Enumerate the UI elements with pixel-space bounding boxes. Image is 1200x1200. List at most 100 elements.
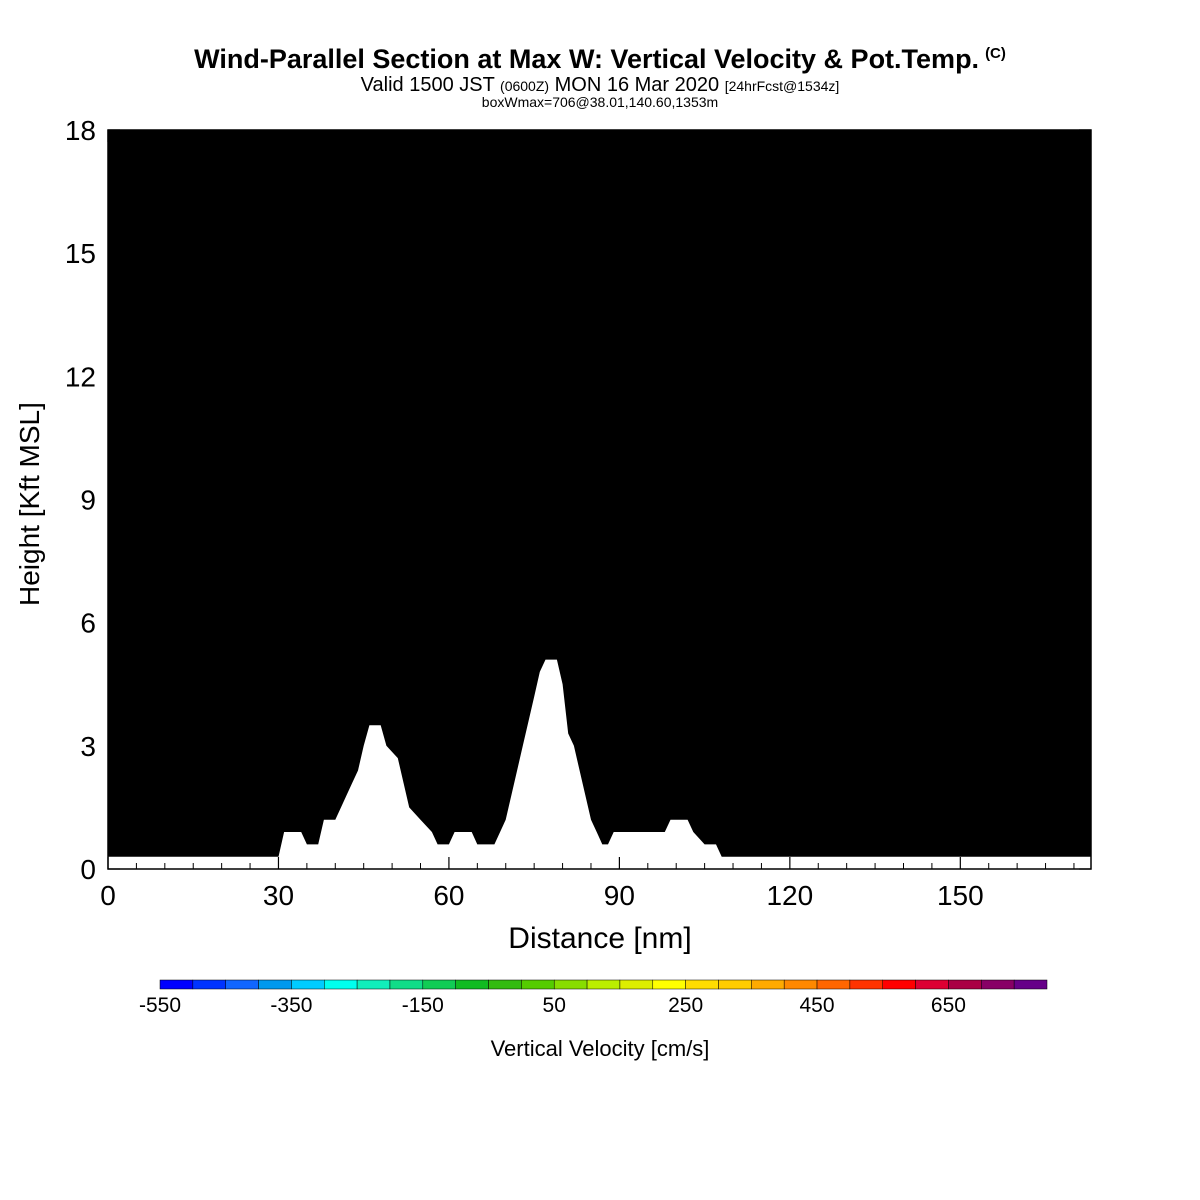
theta-label: 5 bbox=[584, 604, 588, 610]
colorbar-swatch bbox=[422, 979, 456, 990]
theta-label: 12 bbox=[514, 411, 521, 417]
colorbar-label: Vertical Velocity [cm/s] bbox=[0, 1036, 1200, 1062]
box-info: boxWmax=706@38.01,140.60,1353m bbox=[0, 94, 1200, 110]
colorbar-swatch bbox=[225, 979, 259, 990]
colorbar-swatch bbox=[291, 979, 325, 990]
theta-label: 18 bbox=[519, 251, 526, 257]
y-tick-label: 3 bbox=[80, 731, 96, 762]
y-tick-label: 0 bbox=[80, 854, 96, 885]
theta-label: 15 bbox=[525, 354, 532, 360]
theta-contour-line bbox=[108, 388, 1091, 535]
colorbar: -550 -350 -150 50 250 450 650 bbox=[139, 979, 1048, 1017]
theta-label: 7 bbox=[555, 604, 559, 610]
y-tick-label: 9 bbox=[80, 485, 96, 516]
colorbar-swatch bbox=[981, 979, 1015, 990]
theta-contour-line bbox=[108, 361, 1091, 522]
chart-title: Wind-Parallel Section at Max W: Vertical… bbox=[0, 44, 1200, 75]
colorbar-swatch bbox=[882, 979, 916, 990]
theta-label: 7 bbox=[328, 588, 332, 594]
theta-label: 10 bbox=[650, 387, 657, 393]
x-tick-label: 150 bbox=[937, 880, 984, 911]
theta-label: 10 bbox=[866, 580, 873, 586]
forecast-info: [24hrFcst@1534z] bbox=[725, 78, 840, 94]
theta-labels: 18 17 16 15 8 7 16 14 13 10 4 19 18 15 12 14 18 8 14 10 12 3 7… bbox=[192, 165, 897, 721]
theta-contour-line bbox=[108, 655, 1091, 792]
theta-label: 14 bbox=[815, 309, 822, 315]
theta-contour-line bbox=[108, 596, 1091, 731]
x-tick-label: 60 bbox=[433, 880, 464, 911]
y-tick-label: 18 bbox=[65, 115, 96, 146]
colorbar-tick-label: 50 bbox=[543, 994, 566, 1017]
theta-label: 15 bbox=[849, 181, 856, 187]
theta-label: 10 bbox=[400, 432, 407, 438]
colorbar-swatch bbox=[652, 979, 686, 990]
theta-label: 16 bbox=[377, 231, 384, 237]
colorbar-swatch bbox=[816, 979, 851, 990]
colorbar-tick-label: -150 bbox=[402, 994, 444, 1017]
colorbar-tick-label: 450 bbox=[800, 994, 835, 1017]
x-tick-label: 120 bbox=[766, 880, 813, 911]
theta-label: 14 bbox=[571, 313, 578, 319]
theta-contour-line bbox=[108, 659, 1091, 849]
theta-label: 18 bbox=[582, 165, 589, 171]
theta-contour-line bbox=[108, 287, 1091, 470]
colorbar-swatch bbox=[586, 979, 621, 990]
theta-label: 14 bbox=[389, 300, 396, 306]
theta-label: 13 bbox=[400, 313, 407, 319]
colorbar-swatch bbox=[915, 979, 949, 990]
theta-contour-line bbox=[108, 228, 1091, 382]
theta-label: 8 bbox=[192, 498, 196, 504]
theta-contour-line bbox=[108, 331, 1091, 504]
theta-label: 14 bbox=[650, 280, 657, 286]
y-tick-label: 15 bbox=[65, 238, 96, 269]
velocity-field bbox=[108, 130, 1091, 869]
theta-label: 6 bbox=[868, 715, 872, 721]
colorbar-swatch bbox=[685, 979, 719, 990]
colorbar-swatch bbox=[718, 979, 752, 990]
theta-label: 17 bbox=[286, 239, 293, 245]
theta-contour-line bbox=[108, 565, 1091, 709]
theta-contours bbox=[108, 130, 1091, 849]
theta-contour-line bbox=[108, 626, 1091, 753]
theta-contour-line bbox=[108, 454, 1091, 647]
colorbar-swatch bbox=[258, 979, 292, 990]
theta-label: 16 bbox=[252, 284, 259, 290]
x-tick-label: 0 bbox=[100, 880, 116, 911]
terrain bbox=[108, 659, 1091, 869]
theta-label: 19 bbox=[508, 169, 515, 175]
y-tick-label: 6 bbox=[80, 608, 96, 639]
colorbar-swatch bbox=[521, 979, 555, 990]
valid-time-line: Valid 1500 JST (0600Z) MON 16 Mar 2020 [… bbox=[0, 74, 1200, 97]
colorbar-swatch bbox=[783, 979, 818, 990]
theta-label: 8 bbox=[595, 444, 599, 450]
colorbar-swatch bbox=[553, 979, 588, 990]
theta-contour-line bbox=[108, 537, 1091, 697]
theta-label: 12 bbox=[889, 506, 896, 512]
terrain-profile bbox=[108, 659, 1091, 869]
colorbar-swatch bbox=[1013, 979, 1048, 990]
theta-contour-line bbox=[108, 401, 1091, 560]
colorbar-swatch bbox=[948, 979, 982, 990]
colorbar-swatch bbox=[751, 979, 785, 990]
valid-utc: (0600Z) bbox=[500, 78, 549, 94]
theta-contour-line bbox=[108, 498, 1091, 679]
theta-contour-line bbox=[108, 130, 1091, 290]
theta-label: 4 bbox=[396, 608, 400, 614]
colorbar-tick-label: -350 bbox=[270, 994, 312, 1017]
colorbar-tick-label: -550 bbox=[139, 994, 181, 1017]
copyright-mark: (C) bbox=[985, 45, 1006, 62]
colorbar-swatch bbox=[455, 979, 489, 990]
colorbar-tick-label: 650 bbox=[931, 994, 966, 1017]
y-tick-label: 12 bbox=[65, 361, 96, 392]
theta-contour-line bbox=[108, 167, 1091, 324]
colorbar-swatch bbox=[324, 979, 358, 990]
colorbar-swatch bbox=[192, 979, 226, 990]
colorbar-swatch bbox=[619, 979, 654, 990]
x-tick-label: 30 bbox=[263, 880, 294, 911]
theta-contour-line bbox=[108, 130, 962, 245]
theta-contour-line bbox=[108, 420, 1091, 602]
theta-contour-line bbox=[108, 657, 1091, 820]
theta-contour-line bbox=[108, 250, 1091, 425]
colorbar-swatch bbox=[356, 979, 391, 990]
